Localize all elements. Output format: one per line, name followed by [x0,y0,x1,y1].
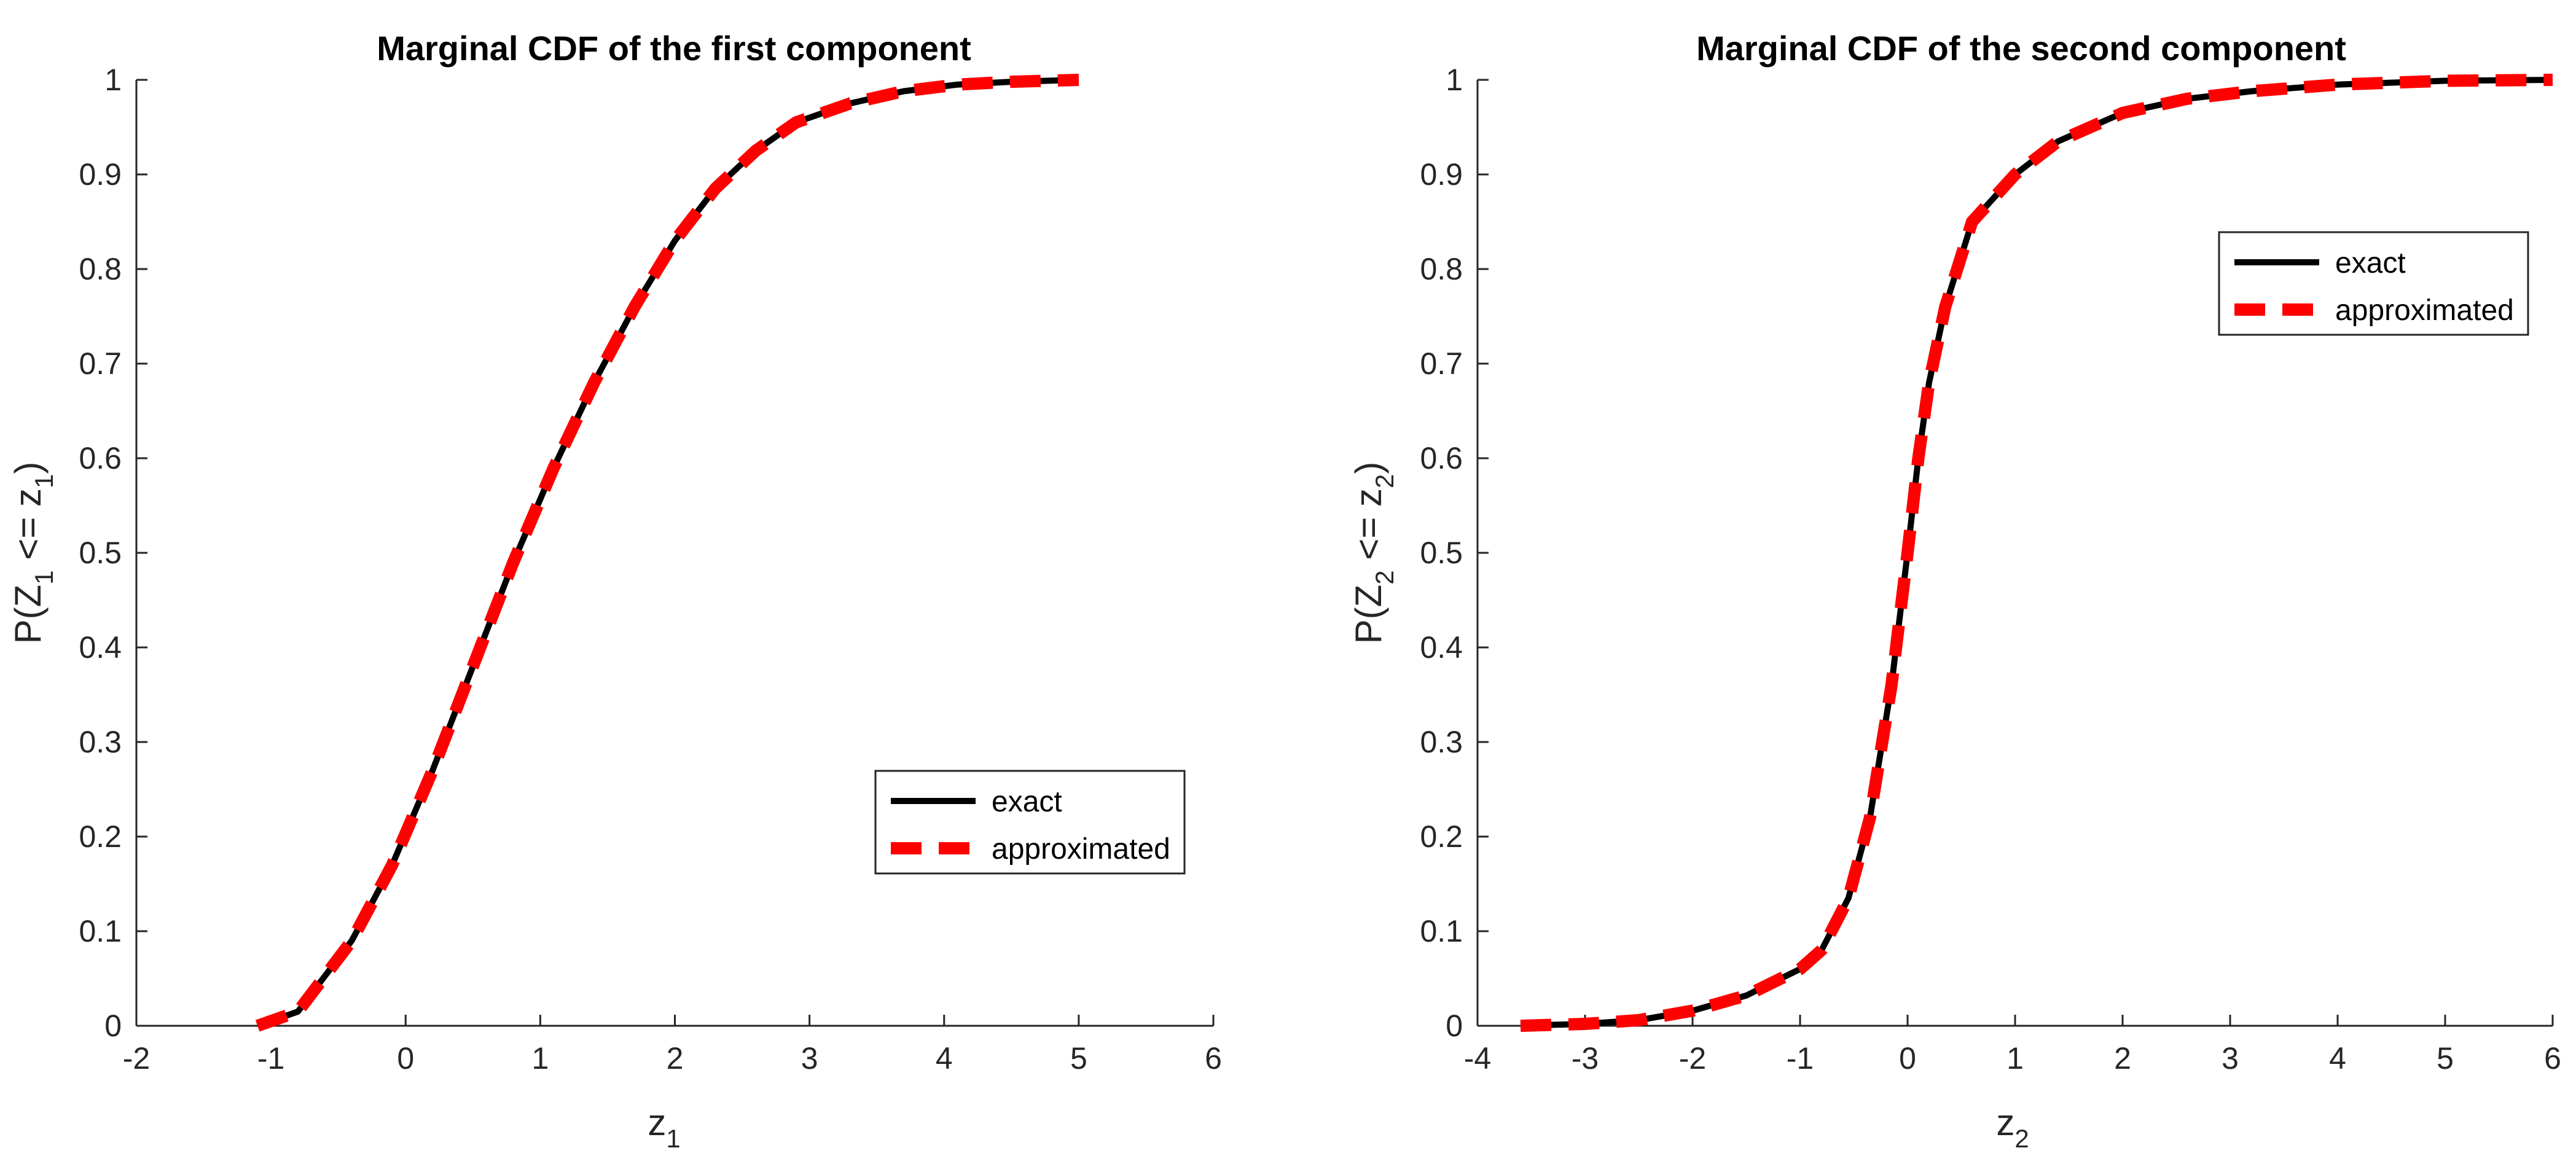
chart-1-y-tick-label: 0.3 [79,725,122,759]
chart-2-y-label-post: ) [1348,462,1389,474]
chart-1-legend-label-approximated: approximated [992,833,1170,865]
chart-2-legend-label-exact: exact [2335,247,2406,279]
chart-2-y-tick-label: 0.4 [1420,630,1463,665]
chart-2-y-tick-label: 0.5 [1420,536,1463,570]
chart-2-legend-label-approximated: approximated [2335,294,2514,327]
chart-1-y-tick-label: 0.7 [79,346,122,381]
chart-2-y-tick-label: 0.3 [1420,725,1463,759]
chart-2-y-tick-label: 0.7 [1420,346,1463,381]
chart-2-title: Marginal CDF of the second component [1696,29,2346,68]
chart-1-legend-box [874,770,1186,875]
chart-1-x-tick-label: 1 [531,1041,549,1076]
chart-2-x-tick-label: -4 [1464,1041,1491,1076]
chart-1-series [255,74,1079,1032]
chart-1-x-tick-label: -1 [257,1041,284,1076]
chart-1-y-tick-label: 0.9 [79,157,122,192]
chart-2-legend-box [2218,231,2529,336]
chart-1-y-tick-label: 0.1 [79,914,122,948]
chart-1-y-label-sub2: 1 [29,474,58,488]
chart-1: Marginal CDF of the first component -2 -1… [7,29,1222,1153]
chart-1-y-tick-label: 0 [104,1009,122,1043]
chart-2-y-label-sub: 2 [1370,570,1399,584]
chart-2-legend: exact approximated [2218,231,2529,336]
chart-2-x-tick-label: 4 [2329,1041,2346,1076]
chart-2-y-tick-label: 0.8 [1420,252,1463,286]
chart-1-plot-area: -2 -1 0 1 2 3 4 5 6 0 0.1 0.2 0.3 0.4 0.5 0.6 0.7 0.8 0.9… [79,63,1221,1076]
chart-1-y-label-mid: <= z [7,488,49,570]
chart-1-y-label-pre: P(Z [7,585,49,644]
chart-1-x-tick-label: -2 [123,1041,150,1076]
chart-1-legend-label-exact: exact [992,786,1062,818]
chart-1-x-ticks: -2 -1 0 1 2 3 4 5 6 [123,1015,1222,1076]
chart-2-x-tick-label: -2 [1679,1041,1706,1076]
chart-2-y-ticks: 0 0.1 0.2 0.3 0.4 0.5 0.6 0.7 0.8 0.9 1 [1420,63,1489,1043]
chart-2-x-tick-label: 6 [2544,1041,2561,1076]
chart-1-x-tick-label: 3 [801,1041,818,1076]
chart-2-plot-area: -4 -3 -2 -1 0 1 2 3 4 5 6 0 0.1 0.2 0.3 0.4 0.5 0.6 0.7 0.… [1420,63,2561,1076]
chart-1-x-tick-label: 2 [667,1041,684,1076]
chart-1-y-tick-label: 0.5 [79,536,122,570]
chart-2-y-tick-label: 0 [1446,1009,1463,1043]
chart-1-x-label-base: z [648,1102,666,1143]
chart-1-x-tick-label: 6 [1205,1041,1222,1076]
chart-2-x-tick-label: 1 [2006,1041,2024,1076]
chart-2-x-tick-label: 0 [1899,1041,1916,1076]
chart-2-y-label-sub2: 2 [1370,474,1399,488]
chart-1-legend: exact approximated [874,770,1186,875]
chart-2-x-tick-label: 5 [2437,1041,2454,1076]
chart-2-y-label: P(Z2 <= z2) [1348,462,1399,644]
chart-1-y-ticks: 0 0.1 0.2 0.3 0.4 0.5 0.6 0.7 0.8 0.9 1 [79,63,147,1043]
chart-1-title: Marginal CDF of the first component [377,29,971,68]
chart-2-x-label-sub: 2 [2014,1124,2029,1153]
chart-2-x-tick-label: 2 [2114,1041,2131,1076]
chart-1-y-label-sub: 1 [29,570,58,584]
chart-1-x-label: z1 [648,1102,680,1153]
chart-2-x-ticks: -4 -3 -2 -1 0 1 2 3 4 5 6 [1464,1015,2561,1076]
chart-1-series-approximated-line [255,74,1079,1032]
chart-2-y-label-pre: P(Z [1348,585,1389,644]
chart-2-series-approximated-line [1520,74,2553,1032]
chart-2-x-tick-label: 3 [2222,1041,2239,1076]
chart-1-x-label-sub: 1 [666,1124,680,1153]
chart-2-y-tick-label: 0.6 [1420,441,1463,475]
chart-1-x-tick-label: 5 [1070,1041,1087,1076]
chart-2-y-label-mid: <= z [1348,488,1389,570]
chart-2-x-tick-label: -3 [1572,1041,1599,1076]
chart-1-y-tick-label: 0.2 [79,819,122,854]
chart-1-y-tick-label: 0.4 [79,630,122,665]
chart-1-y-tick-label: 0.6 [79,441,122,475]
chart-2-x-label-base: z [1996,1102,2014,1143]
chart-2-x-tick-label: -1 [1787,1041,1814,1076]
chart-2-series [1520,74,2553,1032]
chart-1-y-tick-label: 0.8 [79,252,122,286]
chart-2-y-tick-label: 1 [1446,63,1463,97]
chart-1-x-tick-label: 0 [397,1041,414,1076]
chart-2-y-tick-label: 0.1 [1420,914,1463,948]
chart-2: Marginal CDF of the second component -4-… [1348,29,2561,1153]
chart-1-y-label: P(Z1 <= z1) [7,462,58,644]
chart-2-y-tick-label: 0.9 [1420,157,1463,192]
chart-2-x-label: z2 [1996,1102,2029,1153]
chart-2-y-tick-label: 0.2 [1420,819,1463,854]
chart-1-y-tick-label: 1 [104,63,122,97]
chart-1-x-tick-label: 4 [936,1041,953,1076]
chart-1-y-label-post: ) [7,462,49,474]
